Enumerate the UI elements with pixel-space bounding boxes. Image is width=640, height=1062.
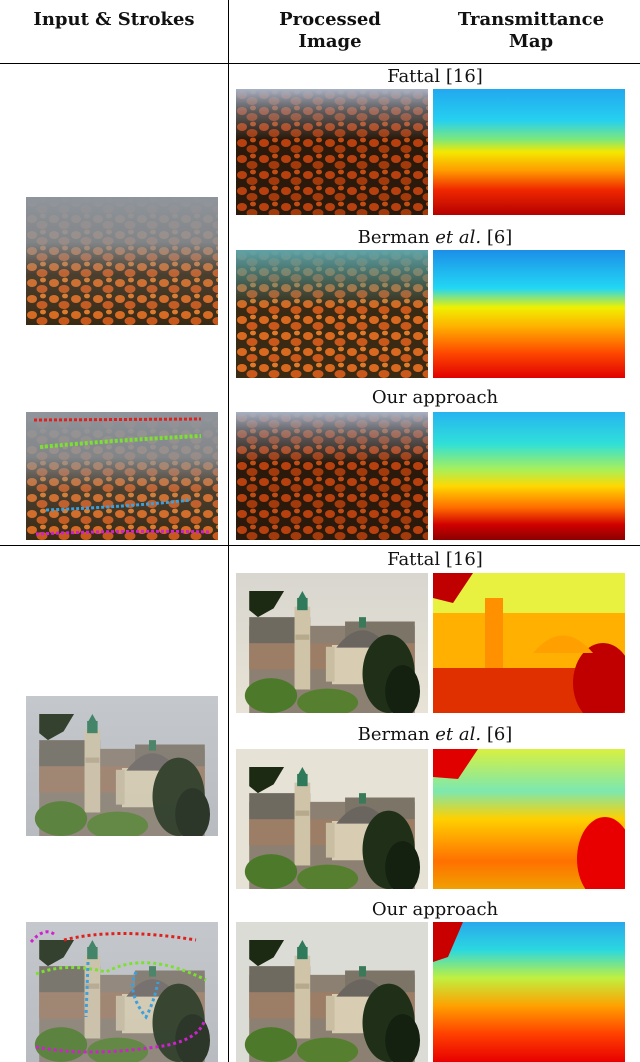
label-berman-1: Berman et al. [6] [357,227,513,248]
processed-image-berman-1 [236,250,428,378]
column-divider [228,0,229,1062]
label-fattal-1: Fattal [16] [387,66,483,87]
transmittance-map-berman-2 [433,749,625,889]
stroke-green [39,434,202,449]
input-image-city [26,696,218,836]
label-ours-1: Our approach [371,387,499,408]
transmittance-map-fattal-2 [433,573,625,713]
stroke-red [33,417,202,422]
processed-image-ours-1 [236,412,428,540]
stroke-red [63,932,197,942]
processed-image-fattal-1 [236,89,428,215]
transmittance-map-fattal-1 [433,89,625,215]
stroke-blue [45,498,192,512]
input-strokes-city [26,922,218,1062]
stroke-magenta [29,930,55,943]
processed-image-ours-2 [236,922,428,1062]
processed-image-berman-2 [236,749,428,889]
header-input-strokes: Input & Strokes [33,9,195,30]
header-transmittance-line2: Map [508,31,554,52]
section-rule [0,545,640,546]
label-ours-2: Our approach [371,899,499,920]
label-berman-2: Berman et al. [6] [357,724,513,745]
input-image-pumpkins [26,197,218,325]
header-transmittance-line1: Transmittance [457,9,605,30]
header-processed-line1: Processed [279,9,381,30]
stroke-magenta-bottom [35,1021,206,1054]
header-transmittance-map: Transmittance Map [436,9,626,53]
input-strokes-pumpkins [26,412,218,540]
transmittance-map-berman-1 [433,250,625,378]
header-processed-image: Processed Image [240,9,420,53]
stroke-blue [84,961,160,1020]
stroke-magenta [35,529,212,536]
label-fattal-2: Fattal [16] [387,549,483,570]
header-processed-line2: Image [298,31,362,52]
transmittance-map-ours-2 [433,922,625,1062]
header-rule [0,63,640,64]
transmittance-map-ours-1 [433,412,625,540]
processed-image-fattal-2 [236,573,428,713]
